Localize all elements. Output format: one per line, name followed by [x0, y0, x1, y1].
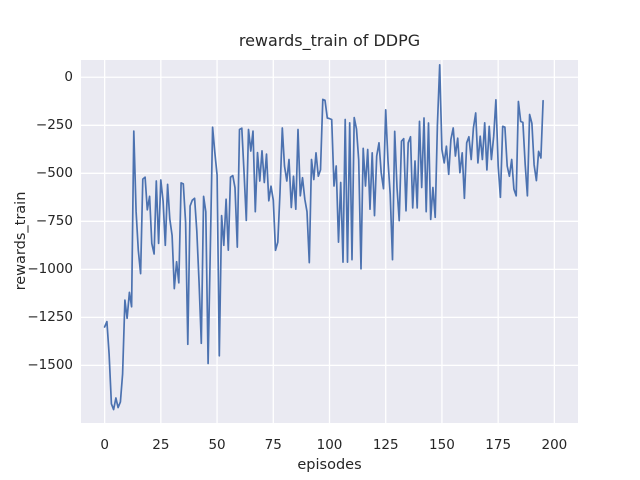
x-tick-label: 175: [485, 437, 512, 453]
y-tick-label: −500: [35, 165, 73, 182]
x-tick-label: 125: [372, 437, 399, 453]
x-axis-label: episodes: [297, 457, 362, 473]
reward-line: [103, 63, 544, 411]
y-tick-label: −1250: [27, 309, 73, 326]
y-tick-label: −1500: [27, 357, 73, 374]
x-tick-label: 150: [429, 437, 455, 453]
x-tick-label: 200: [541, 437, 568, 453]
chart-title: rewards_train of DDPG: [238, 31, 421, 50]
y-tick-label: 0: [64, 69, 73, 86]
x-tick-label: 100: [316, 437, 343, 453]
x-tick-label: 0: [100, 437, 109, 453]
y-tick-label: −750: [35, 213, 73, 230]
y-tick-label: −1000: [27, 261, 73, 278]
x-tick-label: 75: [264, 437, 282, 453]
y-tick-label: −250: [35, 117, 73, 134]
x-tick-label: 25: [152, 437, 170, 453]
x-tick-label: 50: [208, 437, 226, 453]
